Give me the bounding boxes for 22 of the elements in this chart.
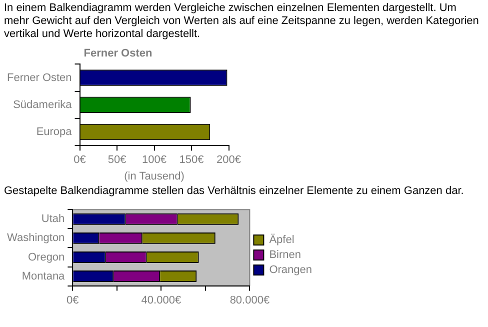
y-tick-label: Europa bbox=[36, 126, 73, 138]
y-tick-label: Montana bbox=[22, 270, 66, 282]
legend-label: Birnen bbox=[269, 249, 301, 262]
chart-title: Ferner Osten bbox=[84, 48, 153, 60]
legend-label: Orangen bbox=[269, 264, 312, 276]
text: Gestapelte Balkendiagramme stellen das Verhältnis einzelner Elemente zu einem Ganzen dar. bbox=[4, 185, 465, 198]
y-tick-label: Oregon bbox=[28, 251, 65, 264]
x-tick-label: 0€ bbox=[66, 294, 79, 306]
x-tick-label: 0€ bbox=[74, 154, 86, 166]
legend-label: Äpfel bbox=[269, 233, 294, 246]
x-tick-label: 80.000€ bbox=[230, 294, 270, 306]
y-tick-label: Washington bbox=[6, 232, 65, 244]
x-tick-label: 100€ bbox=[142, 154, 167, 166]
x-tick-label: 50€ bbox=[108, 154, 126, 166]
y-tick-label: Utah bbox=[41, 213, 65, 226]
y-tick-label: Südamerika bbox=[13, 98, 73, 111]
text: In einem Balkendiagramm werden Vergleiche zwischen einzelnen Elementen dargestellt. Um mehr Gewicht auf den Vergleich von Werten als auf eine Zeitspanne zu legen, werden Kategorien vertikal und Werte horizontal dargestellt. bbox=[4, 2, 480, 41]
x-tick-label: 40.000€ bbox=[141, 294, 182, 306]
y-tick-label: Ferner Osten bbox=[6, 72, 72, 84]
x-tick-label: 200€ bbox=[216, 154, 242, 166]
x-tick-label: 150€ bbox=[179, 154, 204, 166]
x-axis-title: (in Tausend) bbox=[124, 170, 184, 182]
